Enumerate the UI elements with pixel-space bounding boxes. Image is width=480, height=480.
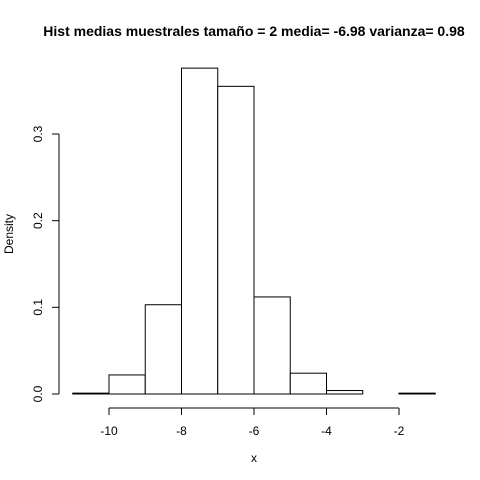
y-tick-label: 0.2 bbox=[31, 212, 45, 229]
x-axis-label: x bbox=[251, 451, 257, 465]
y-tick-label: 0.0 bbox=[31, 385, 45, 402]
histogram-bar bbox=[181, 67, 219, 395]
histogram-bar bbox=[144, 304, 182, 395]
histogram-bar bbox=[217, 85, 255, 395]
x-axis: -10 -8 -6 -4 -2 bbox=[100, 407, 405, 438]
x-tick-label: -8 bbox=[176, 424, 187, 438]
bars-group bbox=[72, 67, 436, 395]
y-axis: 0.0 0.1 0.2 0.3 bbox=[31, 125, 60, 402]
y-tick-label: 0.3 bbox=[31, 125, 45, 142]
histogram-bar bbox=[398, 392, 436, 395]
chart-title: Hist medias muestrales tamaño = 2 media=… bbox=[43, 23, 465, 39]
histogram-bar bbox=[253, 296, 291, 395]
histogram-bar bbox=[326, 390, 364, 395]
y-axis-label: Density bbox=[2, 214, 16, 254]
histogram-bar bbox=[108, 374, 146, 395]
histogram-bar bbox=[289, 372, 327, 395]
x-tick-label: -2 bbox=[394, 424, 405, 438]
y-tick-label: 0.1 bbox=[31, 299, 45, 316]
histogram-bar bbox=[72, 392, 110, 395]
x-tick-label: -10 bbox=[100, 424, 118, 438]
x-tick-label: -6 bbox=[249, 424, 260, 438]
x-tick-label: -4 bbox=[321, 424, 332, 438]
